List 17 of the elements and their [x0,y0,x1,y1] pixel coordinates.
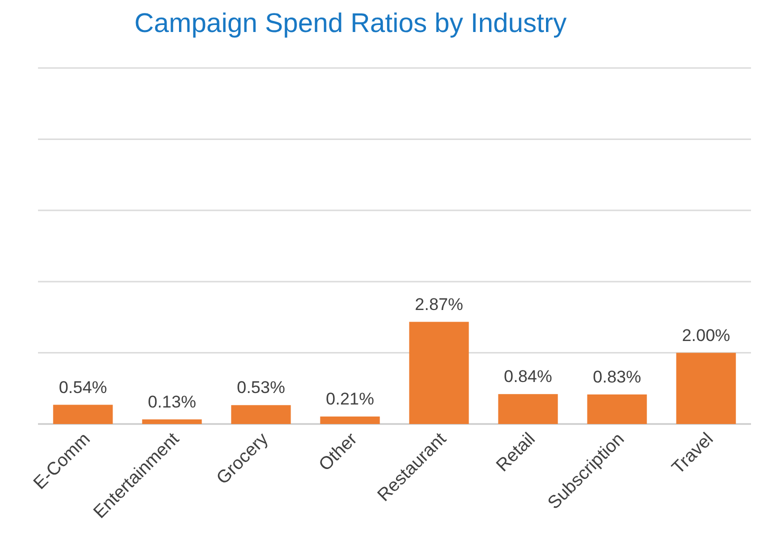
data-label: 0.53% [236,378,286,398]
bar [142,419,202,424]
data-label: 0.83% [592,367,642,386]
data-label: 2.87% [414,294,464,314]
bar [676,352,736,424]
bar [409,322,469,424]
bar [231,405,291,424]
data-label: 2.00% [682,326,730,345]
chart-title: Campaign Spend Ratios by Industry [134,8,568,38]
bar [498,394,558,424]
bar [320,416,380,424]
data-label: 0.54% [58,378,108,397]
data-label: 0.13% [148,392,196,412]
data-label: 0.21% [326,390,374,409]
data-label: 0.84% [504,367,552,386]
bar [53,404,113,424]
bar [587,394,647,424]
